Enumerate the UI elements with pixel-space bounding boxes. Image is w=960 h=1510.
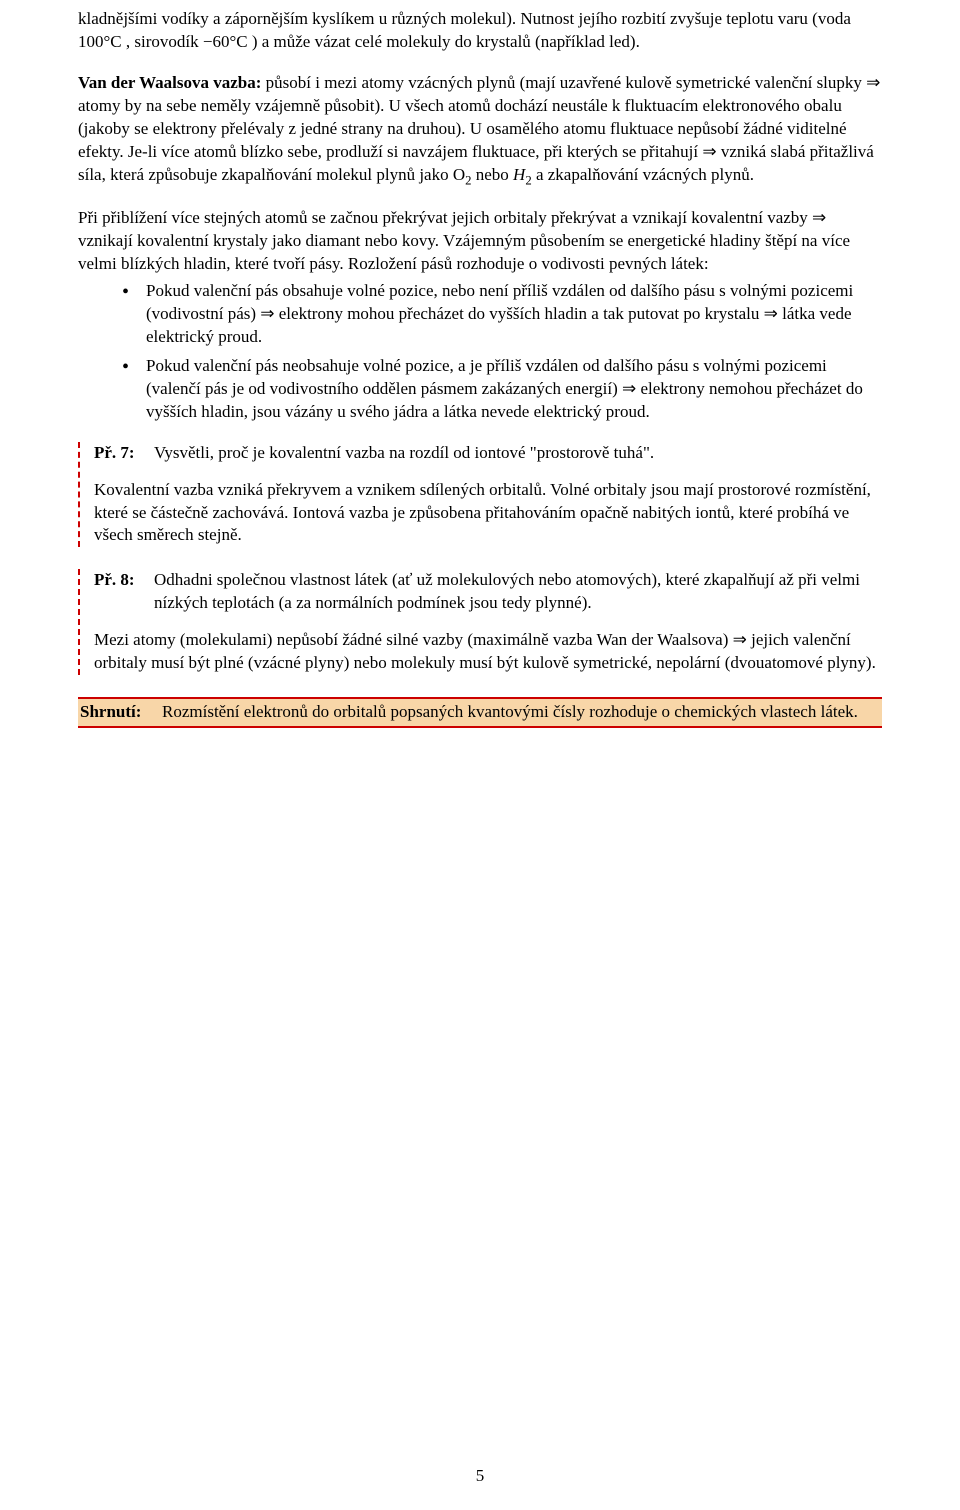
list-item: Pokud valenční pás neobsahuje volné pozi… [122,355,882,424]
para-intro-text: kladnějšími vodíky a zápornějším kyslíke… [78,9,851,51]
ex8-label: Př. 8: [94,569,154,615]
ex7-question: Vysvětli, proč je kovalentní vazba na ro… [154,442,882,465]
summary-text: Rozmístění elektronů do orbitalů popsaný… [162,701,882,724]
h-symbol: H [513,165,525,184]
bullet-text-1: Pokud valenční pás neobsahuje volné pozi… [146,356,863,421]
bullet-text-0: Pokud valenční pás obsahuje volné pozice… [146,281,853,346]
para-covalent: Při přiblížení více stejných atomů se za… [78,207,882,276]
vdw-after2: a zkapalňování vzácných plynů. [532,165,754,184]
list-item: Pokud valenční pás obsahuje volné pozice… [122,280,882,349]
page-number: 5 [0,1465,960,1488]
vdw-after1: nebo [472,165,514,184]
para-vdw: Van der Waalsova vazba: působí i mezi at… [78,72,882,189]
exercise-8: Př. 8: Odhadni společnou vlastnost látek… [78,569,882,675]
ex7-label: Př. 7: [94,442,154,465]
ex8-answer: Mezi atomy (molekulami) nepůsobí žádné s… [94,629,882,675]
summary-label: Shrnutí: [78,701,162,724]
ex8-question-row: Př. 8: Odhadni společnou vlastnost látek… [94,569,882,615]
vdw-title: Van der Waalsova vazba: [78,73,261,92]
bullet-list: Pokud valenční pás obsahuje volné pozice… [78,280,882,424]
ex7-answer: Kovalentní vazba vzniká překryvem a vzni… [94,479,882,548]
ex7-question-row: Př. 7: Vysvětli, proč je kovalentní vazb… [94,442,882,465]
summary-block: Shrnutí: Rozmístění elektronů do orbital… [78,697,882,728]
ex8-question: Odhadni společnou vlastnost látek (ať už… [154,569,882,615]
exercise-7: Př. 7: Vysvětli, proč je kovalentní vazb… [78,442,882,548]
para-intro: kladnějšími vodíky a zápornějším kyslíke… [78,8,882,54]
para-covalent-text: Při přiblížení více stejných atomů se za… [78,208,850,273]
